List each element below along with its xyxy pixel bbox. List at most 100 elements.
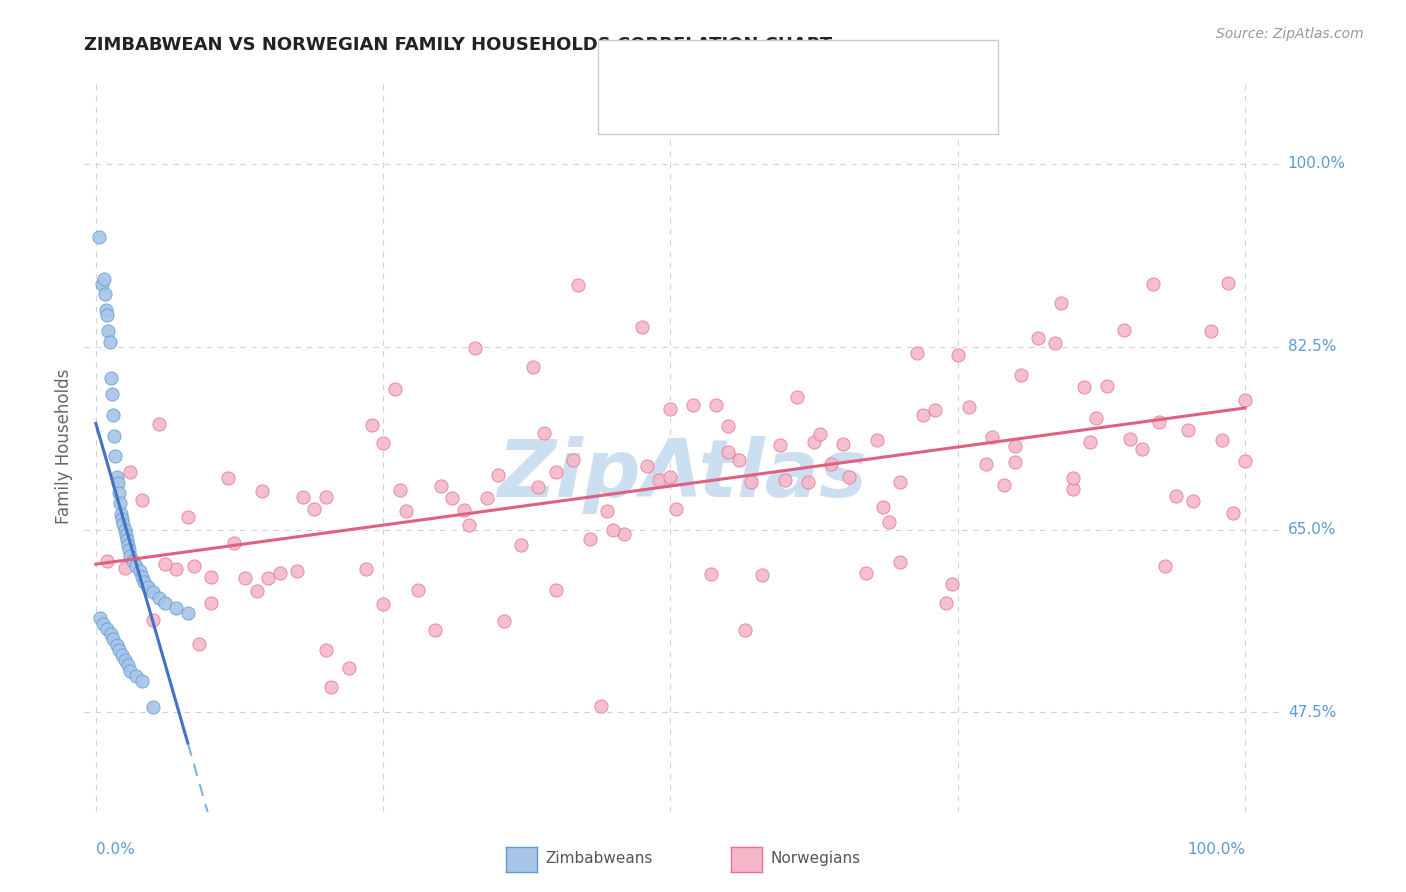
Point — [441, 491, 464, 506]
Point — [877, 515, 900, 529]
Point — [797, 475, 820, 490]
Point — [90, 277, 112, 291]
Point — [740, 475, 762, 489]
Point — [96, 622, 118, 636]
Y-axis label: Family Households: Family Households — [55, 368, 73, 524]
Point — [1095, 379, 1118, 393]
Point — [889, 555, 911, 569]
Point — [117, 658, 139, 673]
Point — [177, 606, 200, 620]
Point — [1073, 380, 1095, 394]
Point — [354, 562, 377, 576]
Point — [522, 359, 544, 374]
Point — [1211, 434, 1233, 448]
Text: ZIMBABWEAN VS NORWEGIAN FAMILY HOUSEHOLDS CORRELATION CHART: ZIMBABWEAN VS NORWEGIAN FAMILY HOUSEHOLD… — [84, 36, 832, 54]
Point — [1199, 324, 1222, 338]
Point — [912, 409, 935, 423]
Point — [114, 653, 136, 667]
Point — [775, 473, 797, 487]
Point — [108, 642, 131, 657]
Text: R =: R = — [664, 95, 704, 112]
Point — [96, 303, 118, 318]
Point — [217, 470, 239, 484]
Point — [976, 457, 998, 471]
Text: 65.0%: 65.0% — [1288, 522, 1336, 537]
Point — [1177, 423, 1199, 437]
Point — [103, 428, 125, 442]
Point — [96, 309, 118, 323]
Point — [360, 418, 382, 433]
Point — [97, 324, 120, 338]
Text: ZipAtlas: ZipAtlas — [496, 436, 868, 515]
Point — [1078, 435, 1101, 450]
Point — [101, 408, 124, 422]
Point — [101, 386, 124, 401]
Point — [1062, 482, 1084, 496]
Point — [1010, 368, 1032, 383]
Point — [222, 536, 245, 550]
Point — [831, 437, 853, 451]
Point — [117, 538, 139, 552]
Point — [630, 319, 652, 334]
Point — [114, 528, 136, 542]
Point — [1062, 470, 1084, 484]
Point — [728, 453, 751, 467]
Point — [91, 616, 114, 631]
Point — [855, 566, 877, 580]
Point — [315, 491, 337, 505]
Point — [808, 427, 831, 442]
Point — [89, 611, 111, 625]
Point — [751, 568, 773, 582]
Point — [786, 390, 808, 404]
Point — [423, 623, 446, 637]
Point — [544, 465, 567, 479]
Point — [94, 287, 117, 301]
Point — [115, 533, 138, 547]
Point — [100, 371, 122, 385]
Point — [131, 674, 153, 689]
Point — [1004, 455, 1026, 469]
Point — [941, 576, 963, 591]
Point — [107, 475, 129, 490]
Point — [200, 596, 222, 610]
Point — [1084, 411, 1107, 425]
Text: 47.5%: 47.5% — [1288, 705, 1336, 720]
Text: 0.386: 0.386 — [706, 95, 758, 112]
Text: 153: 153 — [811, 95, 846, 112]
Point — [533, 425, 555, 440]
Point — [93, 272, 115, 286]
Point — [395, 504, 418, 518]
Point — [373, 435, 395, 450]
Text: 100.0%: 100.0% — [1187, 842, 1244, 857]
Point — [768, 438, 790, 452]
Point — [872, 500, 894, 514]
Text: 51: 51 — [811, 60, 839, 78]
Point — [337, 661, 360, 675]
Point — [125, 559, 148, 574]
Point — [527, 480, 550, 494]
Point — [1164, 489, 1187, 503]
Point — [120, 664, 142, 678]
Point — [114, 561, 136, 575]
Point — [389, 483, 412, 498]
Point — [838, 469, 860, 483]
Point — [285, 564, 308, 578]
Point — [567, 277, 589, 292]
Point — [142, 700, 165, 714]
Text: R =: R = — [664, 60, 700, 78]
Point — [257, 571, 280, 585]
Point — [110, 507, 132, 521]
Text: Source: ZipAtlas.com: Source: ZipAtlas.com — [1216, 27, 1364, 41]
Point — [659, 401, 682, 416]
Point — [98, 334, 121, 349]
Text: 100.0%: 100.0% — [1288, 156, 1346, 171]
Point — [165, 562, 187, 576]
Point — [591, 699, 613, 714]
Point — [128, 565, 150, 579]
Text: Norwegians: Norwegians — [770, 851, 860, 865]
Point — [1233, 392, 1256, 407]
Point — [429, 479, 451, 493]
Point — [486, 467, 509, 482]
Point — [544, 583, 567, 598]
Point — [453, 503, 475, 517]
